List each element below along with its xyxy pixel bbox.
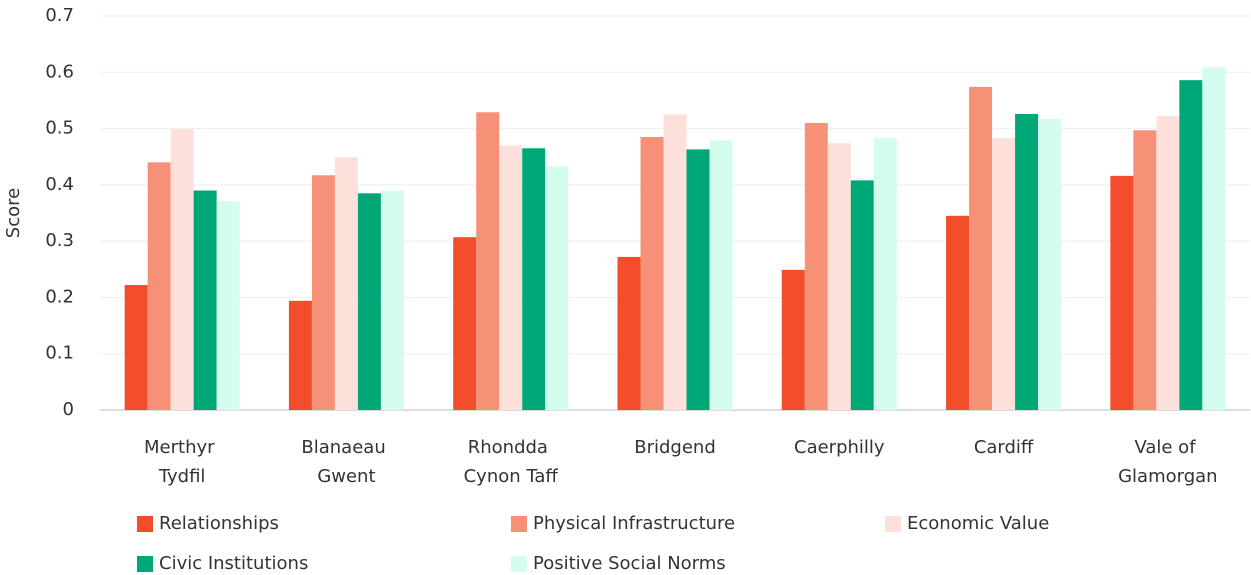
bar xyxy=(334,157,358,410)
bar xyxy=(640,137,664,410)
bar xyxy=(1133,130,1157,410)
bar xyxy=(170,129,194,411)
y-tick-label: 0.3 xyxy=(45,230,74,251)
bar xyxy=(288,300,312,410)
bar xyxy=(686,149,710,410)
legend-label: Economic Value xyxy=(907,513,1049,534)
bar xyxy=(663,114,687,410)
bar xyxy=(522,148,546,410)
bar xyxy=(969,86,993,411)
y-tick-label: 0.4 xyxy=(45,174,74,195)
bar xyxy=(147,162,171,410)
x-tick-label: Caerphilly xyxy=(794,437,885,458)
bar xyxy=(992,138,1016,410)
bar xyxy=(499,145,523,410)
x-tick-label: Rhondda Cynon Taff xyxy=(464,437,559,487)
legend-label: Positive Social Norms xyxy=(533,553,726,574)
bar xyxy=(1202,67,1226,410)
bar xyxy=(1156,116,1180,410)
bar xyxy=(850,180,874,410)
y-tick-label: 0.1 xyxy=(45,343,74,364)
y-tick-label: 0.2 xyxy=(45,286,74,307)
bar xyxy=(1110,175,1134,410)
y-tick-label: 0.5 xyxy=(45,118,74,139)
bar xyxy=(873,138,897,410)
bar xyxy=(193,190,217,410)
bar xyxy=(1179,80,1203,410)
bar xyxy=(545,166,569,410)
bar xyxy=(804,122,828,410)
x-tick-label: Blanaeau Gwent xyxy=(301,437,391,487)
y-tick-label: 0.6 xyxy=(45,61,74,82)
bar xyxy=(781,269,805,410)
bar xyxy=(357,193,381,410)
bar xyxy=(709,140,733,411)
bar xyxy=(216,201,240,410)
y-axis-label: Score xyxy=(3,188,24,238)
y-tick-label: 0 xyxy=(63,399,74,420)
bar xyxy=(311,175,335,410)
bar xyxy=(827,143,851,410)
bar xyxy=(1015,113,1039,411)
legend-swatch xyxy=(885,516,901,532)
bar xyxy=(380,190,404,410)
legend-label: Relationships xyxy=(159,513,279,534)
bar xyxy=(124,285,148,410)
bar xyxy=(476,112,500,411)
legend-swatch xyxy=(511,516,527,532)
y-tick-label: 0.7 xyxy=(45,5,74,26)
legend-swatch xyxy=(137,516,153,532)
legend-label: Civic Institutions xyxy=(159,553,308,574)
x-tick-label: Merthyr Tydfil xyxy=(144,437,220,487)
bar xyxy=(946,215,970,410)
legend-swatch xyxy=(511,556,527,572)
legend-swatch xyxy=(137,556,153,572)
bar xyxy=(617,256,641,410)
legend-label: Physical Infrastructure xyxy=(533,513,735,534)
x-tick-label: Vale of Glamorgan xyxy=(1118,437,1217,487)
bar xyxy=(1038,119,1062,410)
bar xyxy=(453,237,477,410)
x-tick-label: Bridgend xyxy=(634,437,716,458)
x-tick-label: Cardiff xyxy=(974,437,1034,458)
